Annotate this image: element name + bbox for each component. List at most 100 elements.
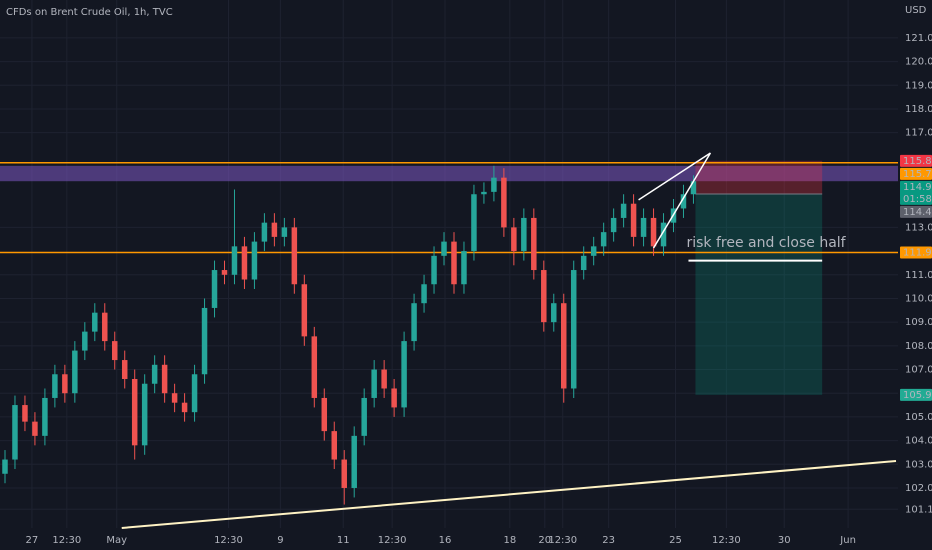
candle-body <box>231 246 238 275</box>
candle-body <box>151 364 158 384</box>
candle-body <box>191 374 198 413</box>
stop-zone <box>695 160 823 195</box>
x-tick-label: 23 <box>602 535 615 546</box>
candle-body <box>201 307 208 375</box>
candle-body <box>311 336 318 398</box>
trend-line <box>121 459 897 529</box>
x-tick-label: 16 <box>439 535 452 546</box>
candle-body <box>391 388 397 408</box>
candle-body <box>491 177 497 192</box>
wedge-line <box>638 152 711 201</box>
annotation: risk free and close half <box>686 235 846 251</box>
price-label-box <box>900 205 932 218</box>
x-tick-label: 12:30 <box>378 535 407 546</box>
candle-body <box>161 364 168 394</box>
candle-body <box>580 255 587 271</box>
y-tick-label: 121.00 <box>905 33 932 44</box>
y-tick-label: 102.00 <box>905 483 932 494</box>
y-tick-label: 111.00 <box>905 270 932 281</box>
y-tick-label: 109.00 <box>905 317 932 328</box>
price-label: 115.73 <box>903 169 932 180</box>
candle-body <box>451 241 457 285</box>
candle-body <box>541 270 547 323</box>
candle-body <box>131 379 138 446</box>
candle-body <box>531 217 537 271</box>
price-label-box <box>900 388 932 401</box>
candle-body <box>52 374 58 398</box>
y-tick-label: 119.00 <box>905 80 932 91</box>
x-tick-label: 12:30 <box>52 535 81 546</box>
candle-body <box>271 222 278 237</box>
x-tick-label: 11 <box>337 535 350 546</box>
candle-body <box>241 246 248 280</box>
price-label: 114.95 <box>903 182 932 193</box>
candle-body <box>92 312 98 332</box>
candle-body <box>690 181 697 195</box>
x-tick-label: 20 <box>538 535 551 546</box>
candle-body <box>331 431 337 460</box>
candle-body <box>291 227 298 285</box>
candle-body <box>301 284 308 337</box>
candle-body <box>471 194 477 252</box>
candle-body <box>521 217 527 252</box>
price-label-box <box>900 180 932 205</box>
x-tick-label: 25 <box>669 535 682 546</box>
candle-body <box>321 397 328 432</box>
price-label: 105.93 <box>903 390 932 401</box>
candle-body <box>251 241 258 280</box>
x-tick-label: 9 <box>277 535 283 546</box>
y-tick-label: 107.00 <box>905 365 932 376</box>
x-tick-label: 30 <box>778 535 791 546</box>
candle-body <box>82 331 88 351</box>
y-tick-label: 120.00 <box>905 57 932 68</box>
x-tick-label: 12:30 <box>712 535 741 546</box>
candle-body <box>551 303 557 323</box>
candle-body <box>12 405 18 460</box>
candle-body <box>640 217 647 237</box>
y-tick-label: 110.00 <box>905 293 932 304</box>
candle-body <box>431 255 437 285</box>
x-tick-label: 27 <box>26 535 39 546</box>
candle-body <box>401 341 407 408</box>
candle-body <box>121 360 128 380</box>
candle-body <box>32 421 38 436</box>
candle-body <box>590 246 597 256</box>
candle-body <box>680 194 687 209</box>
candle-body <box>22 405 28 422</box>
countdown: 01:58 <box>903 194 932 205</box>
y-tick-label: 118.00 <box>905 104 932 115</box>
candle-body <box>660 222 667 247</box>
price-label-box <box>900 246 932 259</box>
y-tick-label: 104.00 <box>905 436 932 447</box>
x-tick-label: Jun <box>839 535 856 546</box>
y-tick-label: 113.00 <box>905 222 932 233</box>
currency: USD <box>905 5 927 16</box>
candle-body <box>600 232 607 247</box>
candle-body <box>281 227 288 237</box>
candle-body <box>102 312 108 342</box>
x-tick-label: 12:30 <box>548 535 577 546</box>
candle-body <box>181 402 188 413</box>
x-tick-label: 18 <box>503 535 516 546</box>
candle-body <box>630 203 637 237</box>
candle-body <box>2 459 8 474</box>
candle-body <box>511 227 517 252</box>
candle-body <box>171 393 178 403</box>
price-label: 115.81 <box>903 156 932 167</box>
candle-body <box>261 222 268 242</box>
candle-body <box>341 459 347 488</box>
candle-body <box>461 251 467 285</box>
candle-body <box>561 303 567 389</box>
candle-body <box>62 374 68 394</box>
candle-body <box>381 369 387 389</box>
candle-body <box>351 435 357 488</box>
candle-body <box>42 397 48 436</box>
candle-body <box>141 383 148 446</box>
price-label: 111.94 <box>903 248 932 259</box>
candle-body <box>610 217 617 233</box>
wedge-line <box>652 152 712 249</box>
candle-body <box>570 270 577 389</box>
candle-body <box>650 217 657 247</box>
candle-body <box>72 350 78 394</box>
